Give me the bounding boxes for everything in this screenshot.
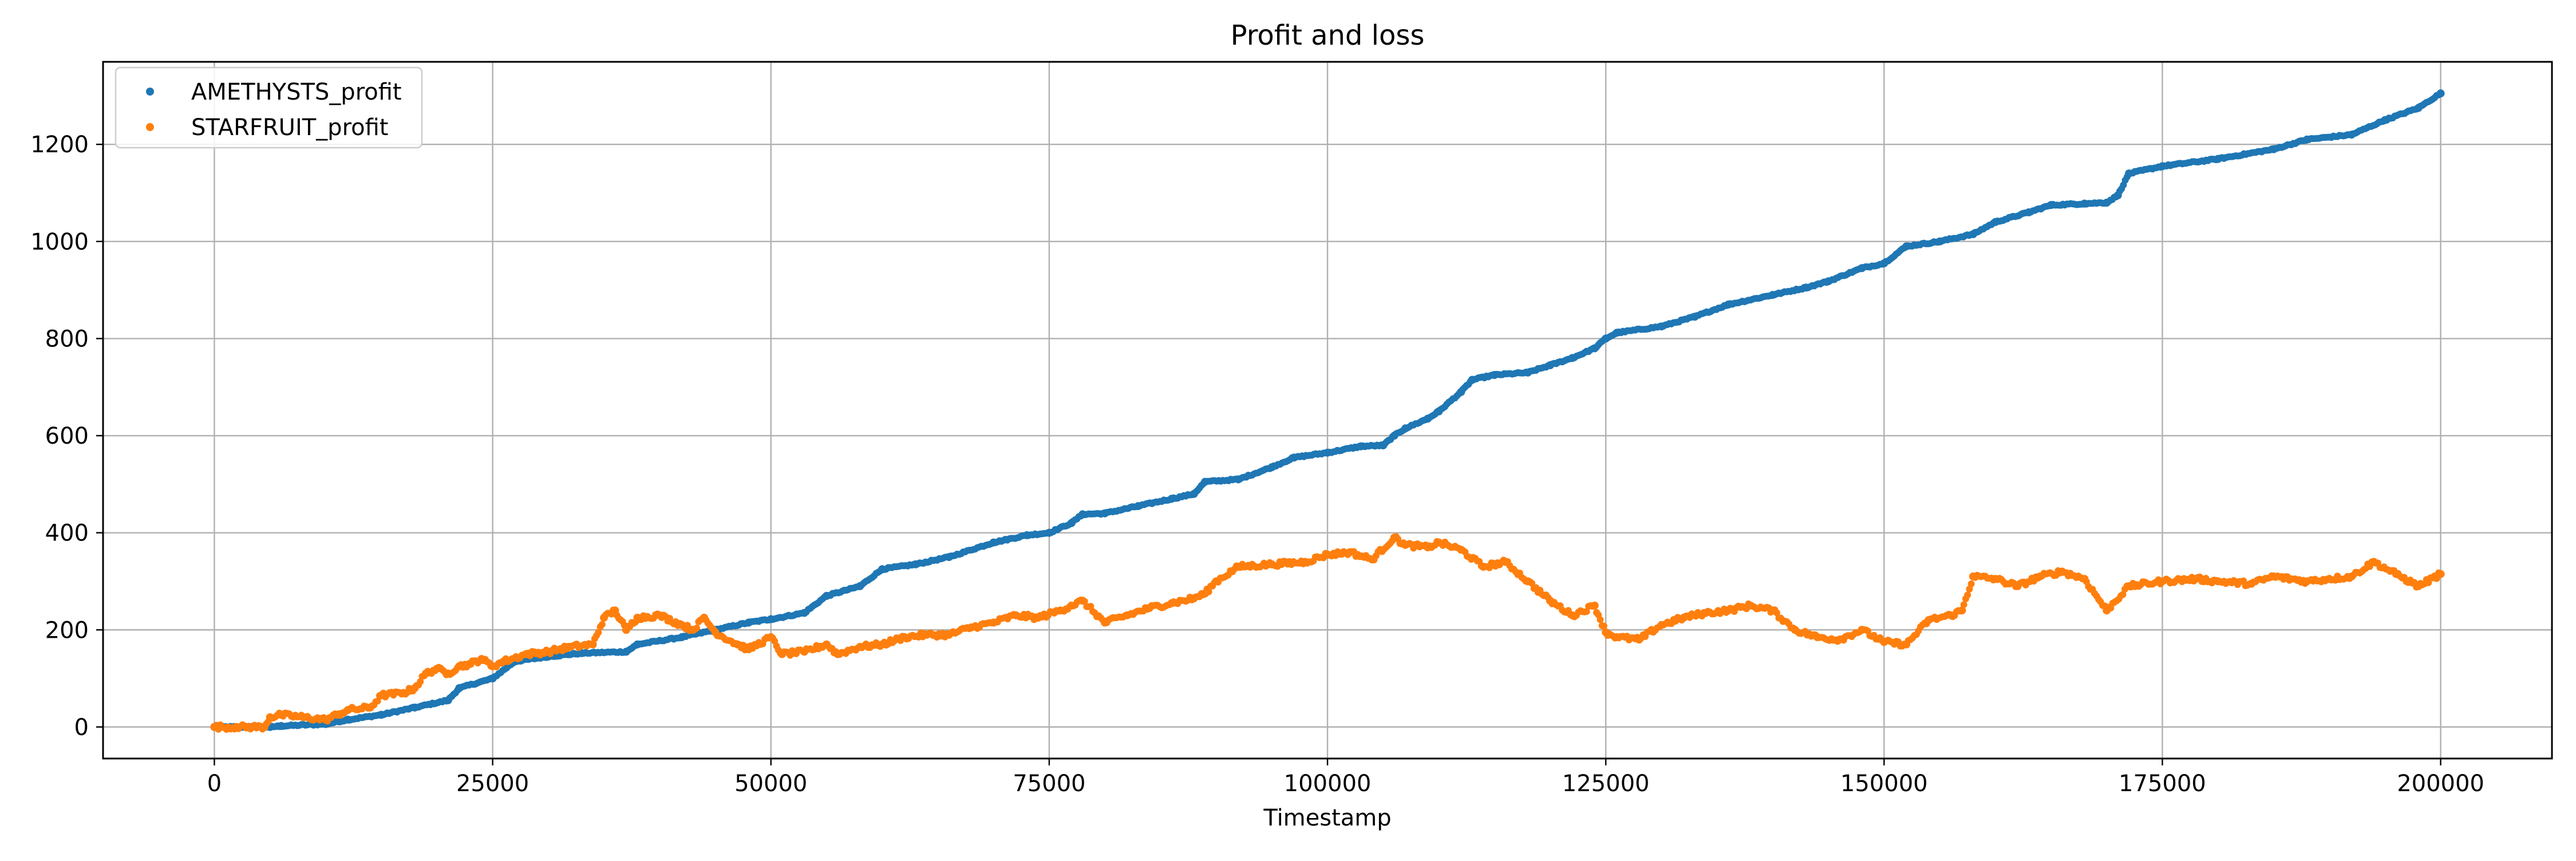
series-fill-point xyxy=(1597,616,1604,623)
legend: AMETHYSTS_profit STARFRUIT_profit xyxy=(114,66,423,149)
series-fill-point xyxy=(417,678,424,685)
legend-label: STARFRUIT_profit xyxy=(191,114,389,141)
y-tick-label: 600 xyxy=(45,423,89,449)
series-fill-point xyxy=(598,621,606,628)
data-point xyxy=(1590,601,1599,610)
x-axis-label: Timestamp xyxy=(1263,805,1391,831)
series-fill-point xyxy=(1773,609,1780,617)
series-fill-point xyxy=(693,625,701,632)
y-tick-label: 200 xyxy=(45,617,89,643)
x-tick-label: 125000 xyxy=(1562,771,1650,797)
series-fill-point xyxy=(1964,591,1971,599)
data-point xyxy=(1958,606,1966,615)
grid-layer xyxy=(103,62,2552,759)
y-tick-label: 1200 xyxy=(30,132,89,158)
x-tick-label: 150000 xyxy=(1840,771,1928,797)
data-point xyxy=(2436,570,2445,578)
legend-box xyxy=(114,66,423,149)
chart-title: Profit and loss xyxy=(1231,19,1425,52)
series-fill-point xyxy=(1528,579,1536,587)
series-fill-point xyxy=(595,629,602,636)
series-STARFRUIT_profit xyxy=(210,533,2445,733)
x-tick-label: 25000 xyxy=(456,771,529,797)
series-fill-point xyxy=(1081,598,1088,605)
legend-marker-STARFRUIT_profit xyxy=(146,123,154,131)
series-fill-point xyxy=(1960,601,1967,609)
series-fill-point xyxy=(2119,591,2127,598)
data-point xyxy=(2436,89,2445,98)
series-fill-point xyxy=(1087,603,1095,610)
series-fill-point xyxy=(374,697,381,705)
y-tick-label: 0 xyxy=(74,714,89,741)
legend-marker-AMETHYSTS_profit xyxy=(146,88,154,96)
tick-layer: 0 25000 50000 75000 100000 125000 150000 175000… xyxy=(30,132,2484,797)
series-fill-point xyxy=(1205,588,1212,595)
legend-label: AMETHYSTS_profit xyxy=(191,79,402,105)
x-tick-label: 100000 xyxy=(1284,771,1372,797)
series-fill-point xyxy=(1966,585,1973,593)
x-tick-label: 200000 xyxy=(2397,771,2484,797)
x-tick-label: 0 xyxy=(207,771,222,797)
x-tick-label: 175000 xyxy=(2119,771,2206,797)
y-tick-label: 1000 xyxy=(30,229,89,255)
x-tick-label: 75000 xyxy=(1013,771,1085,797)
series-layer xyxy=(210,89,2445,733)
series-fill-point xyxy=(1583,608,1590,615)
x-tick-label: 50000 xyxy=(734,771,807,797)
series-fill-point xyxy=(1967,580,1975,587)
y-tick-label: 400 xyxy=(45,520,89,547)
series-fill-point xyxy=(1600,622,1607,630)
y-tick-label: 800 xyxy=(45,326,89,352)
data-point xyxy=(588,640,597,649)
